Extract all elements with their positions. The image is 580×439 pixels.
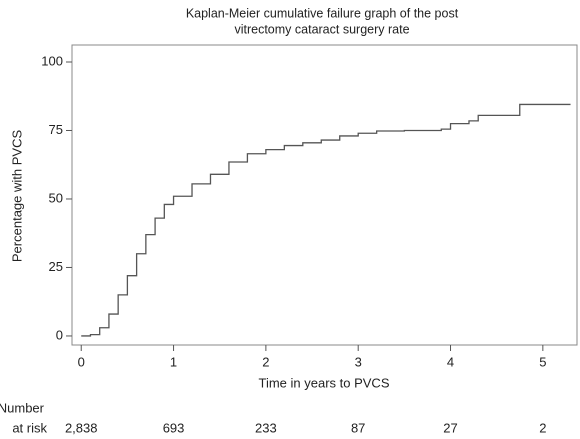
x-axis-label: Time in years to PVCS bbox=[258, 375, 389, 390]
km-curve bbox=[81, 103, 571, 337]
plot-frame bbox=[71, 44, 578, 346]
risk-value: 2,838 bbox=[65, 420, 98, 435]
risk-value: 233 bbox=[255, 420, 277, 435]
risk-value: 2 bbox=[539, 420, 546, 435]
chart-title: vitrectomy cataract surgery rate bbox=[234, 22, 409, 36]
risk-label: Number bbox=[0, 400, 45, 415]
x-tick-label: 4 bbox=[447, 354, 454, 369]
y-tick-label: 75 bbox=[49, 122, 63, 137]
y-axis-label: Percentage with PVCS bbox=[9, 130, 24, 263]
chart-title: Kaplan-Meier cumulative failure graph of… bbox=[186, 6, 459, 20]
y-tick-label: 0 bbox=[56, 327, 63, 342]
y-tick-label: 25 bbox=[49, 259, 63, 274]
x-tick-label: 2 bbox=[262, 354, 269, 369]
y-tick-label: 100 bbox=[41, 53, 63, 68]
x-tick-label: 5 bbox=[539, 354, 546, 369]
risk-value: 87 bbox=[351, 420, 365, 435]
risk-value: 27 bbox=[443, 420, 457, 435]
y-tick-label: 50 bbox=[49, 190, 63, 205]
x-tick-label: 0 bbox=[78, 354, 85, 369]
x-tick-label: 3 bbox=[355, 354, 362, 369]
risk-label: at risk bbox=[12, 420, 47, 435]
risk-value: 693 bbox=[163, 420, 185, 435]
x-tick-label: 1 bbox=[170, 354, 177, 369]
